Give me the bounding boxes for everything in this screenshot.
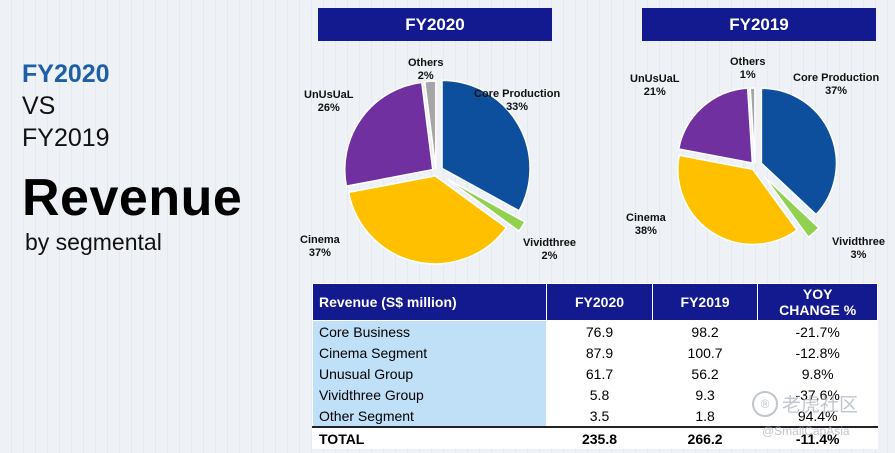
fy2019-slice-vividthree (763, 175, 820, 239)
fy2020-label-others: Others 2% (408, 57, 444, 82)
total-fy2020: 235.8 (546, 426, 653, 449)
cell-fy2020: 61.7 (546, 363, 653, 384)
row-label: Vividthree Group (311, 384, 548, 405)
table-row: Vividthree Group 5.8 9.3 -37.6% (311, 384, 878, 405)
cell-fy2019: 100.7 (651, 342, 759, 363)
watermark: ® 老虎社区 @SmallCapAsia (752, 388, 892, 448)
total-fy2019: 266.2 (651, 426, 759, 449)
fy2019-slice-cinema (677, 154, 798, 246)
col-header-fy2019: FY2019 (651, 283, 759, 321)
fy2020-chart-title: FY2020 (318, 8, 552, 41)
fy2019-label-unusual: UnUsUaL 21% (630, 73, 680, 98)
col-header-fy2020: FY2020 (546, 283, 653, 321)
fy2019-label-cinema: Cinema 38% (626, 212, 666, 237)
table-row: Unusual Group 61.7 56.2 9.8% (311, 363, 878, 384)
row-label: Other Segment (311, 405, 548, 427)
watermark-handle: @SmallCapAsia (762, 424, 850, 438)
col-header-yoy: YOY CHANGE % (757, 283, 878, 321)
row-label: Cinema Segment (311, 342, 548, 363)
fy2020-slice-unusual (344, 81, 434, 188)
cell-fy2019: 56.2 (651, 363, 759, 384)
watermark-text: 老虎社区 (782, 395, 859, 416)
cell-yoy: -12.8% (757, 342, 878, 363)
cell-yoy: 94.4% (757, 405, 878, 427)
heading-revenue: Revenue (22, 169, 243, 227)
fy2019-label-vividthree: Vividthree 3% (832, 236, 885, 261)
cell-fy2020: 3.5 (546, 405, 653, 427)
fy2020-slice-core-production (441, 79, 531, 212)
row-label: Core Business (311, 320, 548, 342)
cell-fy2020: 87.9 (546, 342, 653, 363)
cell-fy2020: 76.9 (546, 320, 653, 342)
cell-yoy: -37.6% (757, 384, 878, 405)
heading-vs: VS (22, 92, 56, 120)
fy2020-slice-others (423, 80, 437, 170)
fy2019-label-core: Core Production 37% (793, 72, 880, 97)
cell-fy2019: 1.8 (651, 405, 759, 427)
fy2020-label-vividthree: Vividthree 2% (523, 237, 576, 262)
fy2019-slice-core-production (760, 87, 838, 216)
fy2020-label-cinema: Cinema 37% (300, 234, 340, 259)
fy2019-chart-title: FY2019 (642, 8, 876, 41)
total-label: TOTAL (311, 426, 548, 449)
cell-yoy: -21.7% (757, 320, 878, 342)
table-row: Other Segment 3.5 1.8 94.4% (311, 405, 878, 427)
cell-fy2019: 9.3 (651, 384, 759, 405)
total-yoy: -11.4% (757, 426, 878, 449)
table-header-row: Revenue (S$ million) FY2020 FY2019 YOY CH… (311, 283, 878, 321)
cell-fy2020: 5.8 (546, 384, 653, 405)
fy2020-slice-cinema (347, 175, 508, 265)
heading-fy2019: FY2019 (22, 124, 110, 152)
table-total-row: TOTAL 235.8 266.2 -11.4% (311, 426, 878, 449)
cell-fy2019: 98.2 (651, 320, 759, 342)
table-row: Cinema Segment 87.9 100.7 -12.8% (311, 342, 878, 363)
watermark-logo-icon: ® (752, 391, 778, 417)
fy2019-slice-unusual (677, 87, 754, 164)
col-header-revenue: Revenue (S$ million) (311, 283, 548, 321)
fy2020-label-core: Core Production 33% (474, 88, 561, 113)
heading-fy2020: FY2020 (22, 60, 110, 88)
fy2020-label-unusual: UnUsUaL 26% (304, 89, 354, 114)
fy2019-slice-others (749, 87, 756, 164)
heading-subtitle: by segmental (25, 229, 162, 255)
fy2019-label-others: Others 1% (730, 56, 766, 81)
slide-heading: FY2020 VS FY2019 (22, 58, 110, 154)
revenue-table: Revenue (S$ million) FY2020 FY2019 YOY CH… (311, 283, 878, 449)
fy2020-slice-vividthree (447, 178, 526, 233)
row-label: Unusual Group (311, 363, 548, 384)
table-row: Core Business 76.9 98.2 -21.7% (311, 320, 878, 342)
cell-yoy: 9.8% (757, 363, 878, 384)
